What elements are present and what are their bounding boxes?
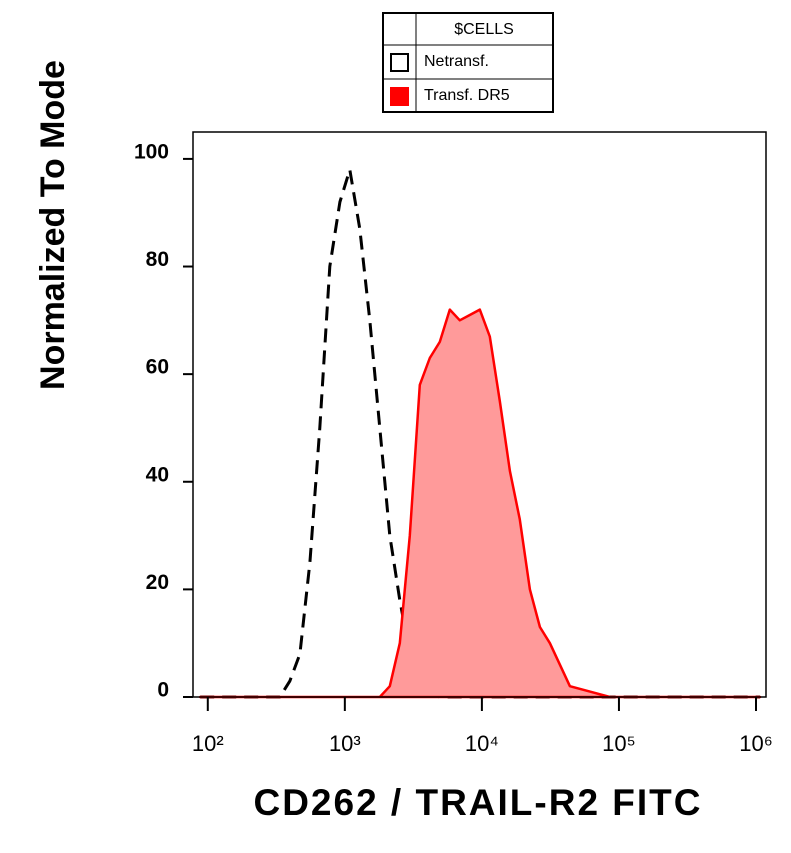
legend-swatch [390,53,409,72]
legend-title: $CELLS [454,21,514,38]
legend-swatch [390,87,409,106]
histogram-line [200,168,760,699]
y-tick-label: 60 [146,356,169,379]
legend-label: Transf. DR5 [424,87,510,104]
x-axis-title: CD262 / TRAIL-R2 FITC [253,782,702,823]
y-tick-label: 80 [146,248,169,271]
histogram-area [198,308,762,699]
x-tick-label: 10³ [329,731,361,756]
x-tick-label: 10⁴ [465,731,499,756]
legend-label: Netransf. [424,53,489,70]
x-tick-label: 10⁶ [739,731,773,756]
y-tick-label: 40 [146,463,169,486]
y-axis-title: Normalized To Mode [34,60,72,390]
legend-box [382,12,554,113]
y-tick-label: 20 [146,571,169,594]
x-tick-label: 10⁵ [602,731,636,756]
y-tick-label: 100 [134,140,169,163]
x-tick-label: 10² [192,731,224,756]
y-tick-label: 0 [157,679,169,702]
plot-frame [192,131,767,698]
